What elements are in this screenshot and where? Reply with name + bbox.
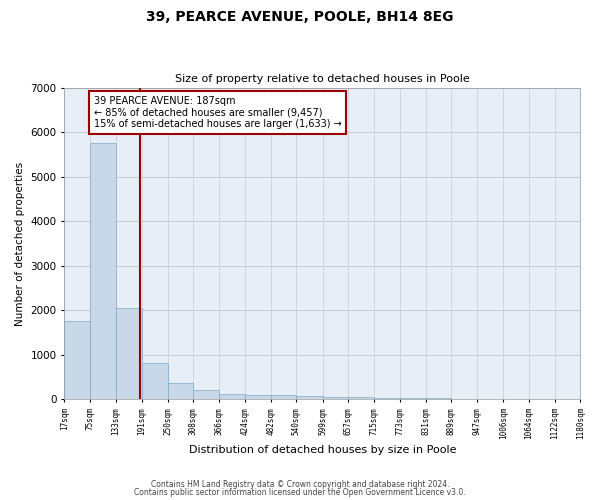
- Text: 39, PEARCE AVENUE, POOLE, BH14 8EG: 39, PEARCE AVENUE, POOLE, BH14 8EG: [146, 10, 454, 24]
- Bar: [193, 390, 219, 400]
- Bar: [116, 308, 142, 400]
- Bar: [64, 321, 90, 400]
- Bar: [425, 398, 451, 400]
- Bar: [271, 395, 296, 400]
- Bar: [168, 382, 193, 400]
- Bar: [296, 396, 323, 400]
- Y-axis label: Number of detached properties: Number of detached properties: [15, 162, 25, 326]
- Title: Size of property relative to detached houses in Poole: Size of property relative to detached ho…: [175, 74, 470, 84]
- Bar: [477, 399, 503, 400]
- Bar: [245, 394, 271, 400]
- Bar: [400, 398, 425, 400]
- Bar: [451, 398, 477, 400]
- X-axis label: Distribution of detached houses by size in Poole: Distribution of detached houses by size …: [188, 445, 456, 455]
- Text: 39 PEARCE AVENUE: 187sqm
← 85% of detached houses are smaller (9,457)
15% of sem: 39 PEARCE AVENUE: 187sqm ← 85% of detach…: [94, 96, 341, 129]
- Text: Contains HM Land Registry data © Crown copyright and database right 2024.: Contains HM Land Registry data © Crown c…: [151, 480, 449, 489]
- Bar: [349, 397, 374, 400]
- Bar: [142, 363, 168, 400]
- Bar: [374, 398, 400, 400]
- Text: Contains public sector information licensed under the Open Government Licence v3: Contains public sector information licen…: [134, 488, 466, 497]
- Bar: [90, 143, 116, 400]
- Bar: [219, 394, 245, 400]
- Bar: [323, 397, 349, 400]
